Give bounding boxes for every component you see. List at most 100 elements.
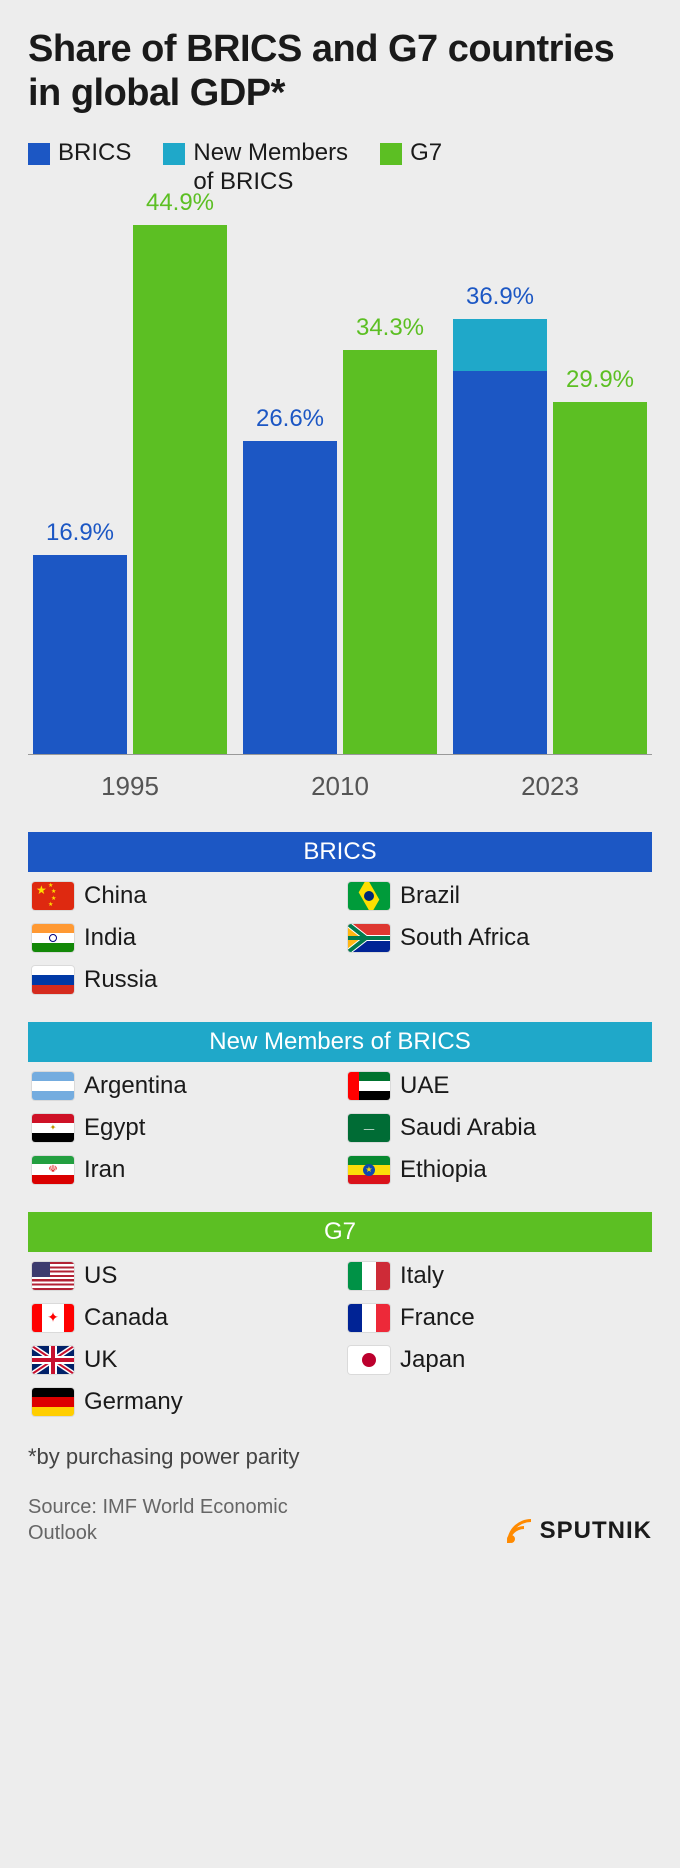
country-name: US <box>84 1262 117 1290</box>
country-item: Argentina <box>32 1072 332 1100</box>
bar-value-label: 16.9% <box>46 519 114 547</box>
country-name: France <box>400 1304 475 1332</box>
country-item: ★★★★★ China <box>32 882 332 910</box>
country-grid: US Italy ✦Canada France UK Japan Germany <box>28 1262 652 1426</box>
flag-icon <box>32 924 74 952</box>
country-item: UAE <box>348 1072 648 1100</box>
legend-label: G7 <box>410 139 442 168</box>
country-name: Argentina <box>84 1072 187 1100</box>
x-axis-label: 1995 <box>30 771 230 802</box>
country-name: South Africa <box>400 924 529 952</box>
flag-icon <box>348 1072 390 1100</box>
country-name: UK <box>84 1346 117 1374</box>
country-name: India <box>84 924 136 952</box>
country-item: ☫ Iran <box>32 1156 332 1184</box>
legend-swatch <box>163 143 185 165</box>
year-group: 26.6%34.3% <box>240 350 440 754</box>
country-item: ✦Canada <box>32 1304 332 1332</box>
sputnik-logo: SPUTNIK <box>504 1516 652 1546</box>
bar-segment <box>343 350 437 754</box>
legend-label: New Members of BRICS <box>193 139 348 197</box>
flag-icon <box>32 1346 74 1374</box>
legend-label: BRICS <box>58 139 131 168</box>
country-item: France <box>348 1304 648 1332</box>
flag-icon: ✦ <box>32 1114 74 1142</box>
bar-value-label: 29.9% <box>566 366 634 394</box>
g7-bar: 34.3% <box>343 350 437 754</box>
g7-bar: 44.9% <box>133 225 227 754</box>
page-title: Share of BRICS and G7 countries in globa… <box>28 28 652 115</box>
country-grid: Argentina UAE ✦ Egypt ـــــ Saudi Arabia ☫ Iran… <box>28 1072 652 1194</box>
bar-value-label: 34.3% <box>356 314 424 342</box>
flag-icon: ✦ <box>32 1304 74 1332</box>
flag-icon <box>32 1072 74 1100</box>
country-name: Egypt <box>84 1114 145 1142</box>
flag-icon <box>32 1388 74 1416</box>
country-name: Italy <box>400 1262 444 1290</box>
country-name: Saudi Arabia <box>400 1114 536 1142</box>
flag-icon <box>348 882 390 910</box>
flag-icon: ـــــ <box>348 1114 390 1142</box>
country-grid: ★★★★★ China Brazil India South Africa Russia <box>28 882 652 1004</box>
group-header: BRICS <box>28 832 652 872</box>
bar-segment <box>553 402 647 754</box>
legend-item: G7 <box>380 139 442 168</box>
bar-value-label: 44.9% <box>146 189 214 217</box>
year-group: 36.9% 29.9% <box>450 319 650 754</box>
country-item: Russia <box>32 966 332 994</box>
bar-segment <box>33 555 127 754</box>
country-name: Ethiopia <box>400 1156 487 1184</box>
country-item: Japan <box>348 1346 648 1374</box>
flag-icon <box>32 1262 74 1290</box>
bar-value-label: 26.6% <box>256 405 324 433</box>
bar-chart: 16.9%44.9%26.6%34.3%36.9%29.9% <box>28 225 652 755</box>
flag-icon <box>32 966 74 994</box>
brics-bar: 26.6% <box>243 441 337 754</box>
x-axis-label: 2010 <box>240 771 440 802</box>
group-header: G7 <box>28 1212 652 1252</box>
country-item: ★ Ethiopia <box>348 1156 648 1184</box>
bar-segment <box>453 319 547 371</box>
source-text: Source: IMF World Economic Outlook <box>28 1494 328 1546</box>
legend: BRICS New Members of BRICS G7 <box>28 139 652 197</box>
country-item: Italy <box>348 1262 648 1290</box>
year-group: 16.9%44.9% <box>30 225 230 754</box>
flag-icon: ☫ <box>32 1156 74 1184</box>
x-axis-label: 2023 <box>450 771 650 802</box>
country-group: BRICS ★★★★★ China Brazil India South Africa Ru… <box>28 832 652 1004</box>
flag-icon <box>348 1262 390 1290</box>
logo-text: SPUTNIK <box>540 1517 652 1545</box>
footnote: *by purchasing power parity <box>28 1444 652 1470</box>
flag-icon <box>348 1346 390 1374</box>
country-group: G7 US Italy ✦Canada France UK Japan Germany <box>28 1212 652 1426</box>
flag-icon <box>348 924 390 952</box>
flag-icon: ★ <box>348 1156 390 1184</box>
country-item: ـــــ Saudi Arabia <box>348 1114 648 1142</box>
bar-segment <box>133 225 227 754</box>
country-name: Iran <box>84 1156 125 1184</box>
legend-swatch <box>380 143 402 165</box>
country-item: US <box>32 1262 332 1290</box>
country-item: UK <box>32 1346 332 1374</box>
country-name: Russia <box>84 966 157 994</box>
country-item: ✦ Egypt <box>32 1114 332 1142</box>
flag-icon: ★★★★★ <box>32 882 74 910</box>
x-axis: 1995 2010 2023 <box>28 761 652 802</box>
country-item: India <box>32 924 332 952</box>
country-item: South Africa <box>348 924 648 952</box>
bar-segment <box>453 371 547 754</box>
country-name: Germany <box>84 1388 183 1416</box>
group-header: New Members of BRICS <box>28 1022 652 1062</box>
country-item: Germany <box>32 1388 332 1416</box>
brics-bar: 16.9% <box>33 555 127 754</box>
bar-value-label: 36.9% <box>466 283 534 311</box>
country-name: China <box>84 882 147 910</box>
brics-bar: 36.9% <box>453 319 547 754</box>
country-name: UAE <box>400 1072 449 1100</box>
country-name: Japan <box>400 1346 465 1374</box>
bar-segment <box>243 441 337 754</box>
country-item: Brazil <box>348 882 648 910</box>
country-name: Brazil <box>400 882 460 910</box>
country-group: New Members of BRICS Argentina UAE ✦ Egypt ــ… <box>28 1022 652 1194</box>
sputnik-icon <box>504 1516 534 1546</box>
